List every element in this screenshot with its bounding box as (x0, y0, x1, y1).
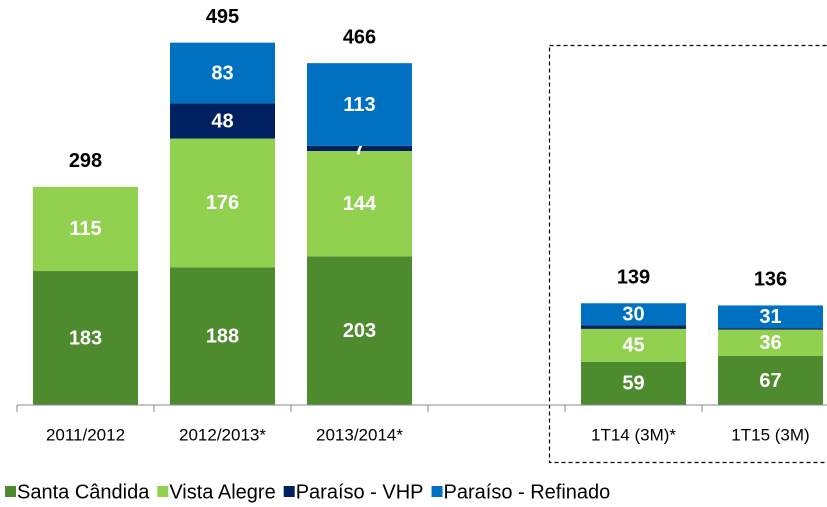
data-label: 48 (211, 110, 233, 132)
quarter-box (548, 44, 827, 464)
data-label: 59 (622, 373, 644, 395)
legend-label: Vista Alegre (169, 481, 275, 503)
bar-segment (170, 42, 275, 104)
legend-label: Santa Cândida (17, 481, 150, 503)
bar-segment (581, 303, 686, 326)
data-label: 7 (354, 138, 365, 160)
data-label: 45 (622, 335, 644, 357)
legend-swatch (431, 486, 443, 497)
total-label: 495 (206, 6, 239, 28)
data-label: 144 (343, 193, 377, 215)
bar-segment (170, 103, 275, 139)
total-label: 466 (343, 26, 376, 48)
x-tick-label: 2012/2013* (179, 425, 266, 444)
data-label: 115 (69, 218, 101, 240)
bar-segment (307, 256, 412, 405)
bar-segment (307, 150, 412, 257)
total-label: 136 (754, 269, 787, 291)
data-label: 176 (206, 192, 239, 214)
bar-segment (718, 328, 823, 330)
legend-swatch (157, 486, 169, 497)
x-tick-label: 1T15 (3M) (731, 425, 809, 444)
total-label: 298 (69, 150, 102, 172)
data-label: 30 (622, 304, 644, 326)
bar-segment (33, 271, 138, 405)
data-label: 83 (211, 62, 233, 84)
bar-segment (581, 328, 686, 362)
data-label: 113 (343, 94, 375, 116)
bar-segment (581, 361, 686, 405)
legend-label: Paraíso - Refinado (444, 481, 611, 503)
data-label: 203 (343, 320, 376, 342)
data-label: 31 (759, 306, 781, 328)
bar-segment (33, 186, 138, 272)
bar-segment (718, 355, 823, 405)
data-label: 67 (759, 370, 781, 392)
legend-label: Paraíso - VHP (296, 481, 424, 503)
legend-swatch (283, 486, 295, 497)
bar-segment (307, 145, 412, 151)
bar-segment (581, 325, 686, 329)
bar-segment (718, 305, 823, 329)
data-label: 183 (69, 327, 102, 349)
bar-segment (170, 267, 275, 405)
bar-segment (170, 138, 275, 268)
x-tick-label: 1T14 (3M)* (591, 425, 676, 444)
total-label: 139 (617, 267, 650, 289)
data-label: 36 (759, 332, 781, 354)
legend-swatch (5, 486, 16, 497)
bar-segment (718, 329, 823, 356)
x-tick-label: 2011/2012 (46, 425, 125, 444)
x-tick-label: 2013/2014* (316, 425, 403, 444)
bar-segment (307, 63, 412, 146)
data-label: 188 (206, 325, 239, 347)
